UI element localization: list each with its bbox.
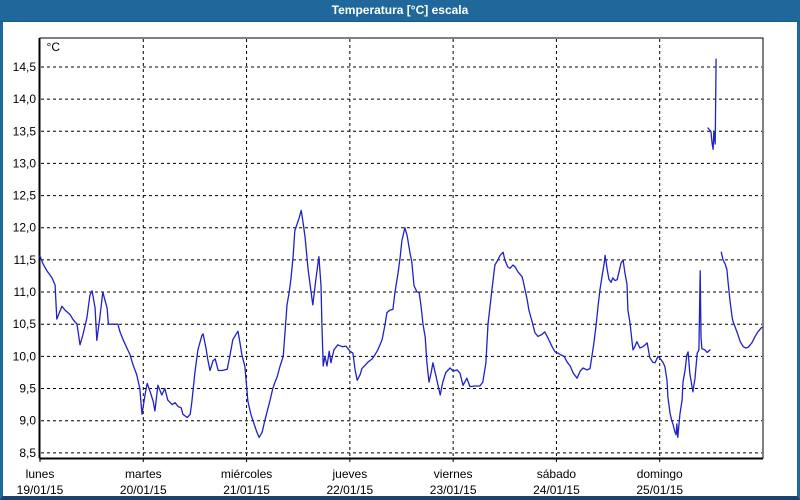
y-tick-label: 13,0 <box>13 156 37 170</box>
plot-border <box>39 37 764 459</box>
day-name-label: domingo <box>637 467 683 481</box>
temperature-series <box>39 209 711 439</box>
day-date-label: 24/01/15 <box>533 483 580 497</box>
glitch-spike-segment <box>707 58 717 150</box>
y-tick-label: 11,5 <box>14 253 37 267</box>
y-tick-label: 11,0 <box>14 285 37 299</box>
y-tick-label: 10,0 <box>13 349 37 363</box>
day-date-label: 23/01/15 <box>430 483 477 497</box>
y-tick-label: 12,5 <box>13 189 37 203</box>
y-tick-label: 14,0 <box>13 92 37 106</box>
y-tick-label: 8,5 <box>19 446 36 460</box>
day-date-label: 19/01/15 <box>17 483 64 497</box>
y-tick-label: 12,0 <box>13 221 37 235</box>
day-date-label: 25/01/15 <box>636 483 683 497</box>
day-name-label: lunes <box>26 467 55 481</box>
title-bar: Temperatura [°C] escala <box>0 0 800 22</box>
day-date-label: 22/01/15 <box>326 483 373 497</box>
day-name-label: jueves <box>332 467 368 481</box>
day-date-label: 21/01/15 <box>223 483 270 497</box>
y-tick-label: 10,5 <box>13 317 37 331</box>
day-name-label: martes <box>125 467 162 481</box>
day-name-label: miércoles <box>221 467 272 481</box>
y-tick-label: 13,5 <box>13 124 37 138</box>
y-tick-label: 9,0 <box>19 414 36 428</box>
y-tick-label: 9,5 <box>19 382 36 396</box>
y-axis-unit-label: °C <box>47 40 61 54</box>
y-tick-label: 14,5 <box>13 60 37 74</box>
chart-title: Temperatura [°C] escala <box>331 3 469 17</box>
day-name-label: sábado <box>537 467 577 481</box>
day-date-label: 20/01/15 <box>120 483 167 497</box>
day-name-label: viernes <box>434 467 473 481</box>
temperature-series-tail <box>720 251 763 349</box>
